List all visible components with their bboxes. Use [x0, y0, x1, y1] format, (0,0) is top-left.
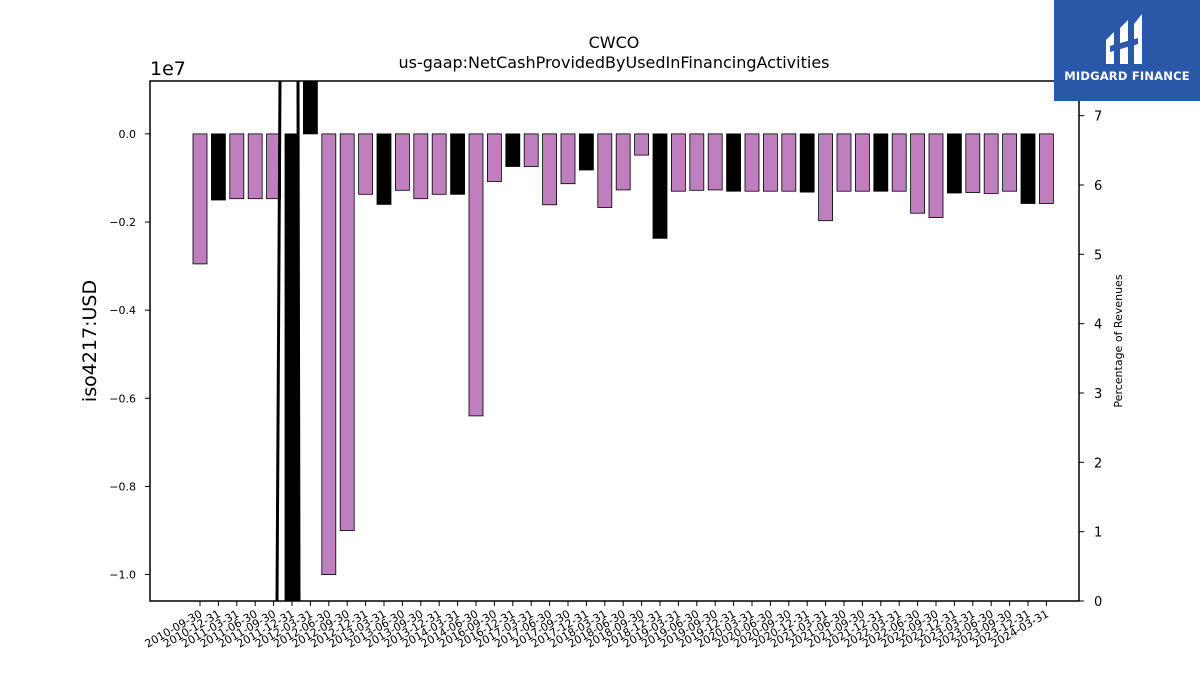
bar-37: [873, 133, 889, 192]
bar-40: [928, 133, 944, 218]
logo-mark-icon: [1106, 14, 1142, 64]
overflow-marks-group: [275, 80, 301, 602]
bar-24: [634, 133, 649, 156]
bar-44: [1002, 133, 1017, 192]
y2-tick-label-6: 6: [1094, 179, 1102, 194]
y-tick-label-5: −1.0: [109, 569, 136, 582]
bar-29: [726, 133, 741, 192]
bar-9: [358, 133, 374, 195]
bar-33: [799, 133, 815, 193]
bar-2: [229, 133, 245, 200]
bar-27: [689, 133, 705, 191]
bar-32: [781, 133, 797, 192]
y2-tick-label-4: 4: [1094, 318, 1102, 333]
bar-12: [413, 133, 429, 200]
plot-frame: [149, 80, 1080, 602]
bar-23: [615, 133, 631, 191]
y2-tick-label-7: 7: [1094, 110, 1102, 125]
bar-19: [542, 133, 557, 206]
y-ticks-group: 0.0 −0.2 −0.4 −0.6 −0.8 −1.0: [109, 128, 150, 582]
y-tick-label-0: 0.0: [119, 128, 137, 141]
bar-1: [210, 133, 226, 201]
x-ticks-group: 2010-09-302010-12-312011-03-312011-06-30…: [143, 601, 1051, 651]
bar-45: [1020, 133, 1036, 204]
y2-tick-label-2: 2: [1094, 456, 1102, 471]
brand-logo: MIDGARD FINANCE: [1054, 0, 1200, 101]
y-tick-label-3: −0.6: [109, 392, 136, 405]
y-tick-label-1: −0.2: [109, 216, 136, 229]
bar-14: [450, 133, 466, 195]
overflow-line-right: [296, 80, 301, 602]
bar-46: [1039, 133, 1054, 204]
y-tick-label-2: −0.4: [109, 304, 136, 317]
y2-tick-label-0: 0: [1094, 595, 1102, 610]
bar-31: [763, 133, 778, 192]
y2-tick-label-3: 3: [1094, 387, 1102, 402]
bar-41: [947, 133, 962, 194]
bar-18: [523, 133, 539, 167]
brand-logo-text: MIDGARD FINANCE: [1064, 69, 1190, 83]
bar-26: [671, 133, 686, 192]
bar-8: [339, 133, 355, 531]
y2-ticks-group: 0 1 2 3 4 5 6 7: [1079, 110, 1102, 610]
bar-0: [192, 133, 208, 265]
bar-7: [321, 133, 337, 576]
bar-15: [468, 133, 484, 417]
bar-6: [302, 80, 318, 135]
bar-30: [744, 133, 760, 192]
bar-28: [707, 133, 723, 191]
bar-36: [855, 133, 870, 192]
chart-title: CWCO: [589, 33, 640, 52]
y-tick-label-4: −0.8: [109, 480, 136, 493]
bar-39: [910, 133, 925, 214]
bar-43: [983, 133, 999, 194]
bar-22: [597, 133, 613, 208]
bar-35: [836, 133, 852, 192]
bars-group: [192, 80, 1054, 602]
bar-17: [505, 133, 521, 167]
bar-42: [965, 133, 981, 193]
y-axis-label: iso4217:USD: [79, 280, 101, 402]
bar-11: [394, 133, 410, 191]
bar-25: [652, 133, 668, 239]
bar-13: [431, 133, 447, 195]
bar-20: [560, 133, 576, 185]
y2-tick-label-1: 1: [1094, 526, 1102, 541]
chart-subtitle: us-gaap:NetCashProvidedByUsedInFinancing…: [398, 53, 829, 72]
bar-3: [247, 133, 263, 200]
bar-34: [818, 133, 833, 222]
bar-38: [891, 133, 907, 192]
y2-axis-label: Percentage of Revenues: [1112, 274, 1125, 407]
overflow-line-left: [275, 80, 282, 602]
bar-10: [376, 133, 392, 205]
y2-tick-label-5: 5: [1094, 248, 1102, 263]
y-axis-offset-label: 1e7: [150, 58, 186, 80]
bar-21: [579, 133, 594, 171]
bar-16: [486, 133, 502, 182]
